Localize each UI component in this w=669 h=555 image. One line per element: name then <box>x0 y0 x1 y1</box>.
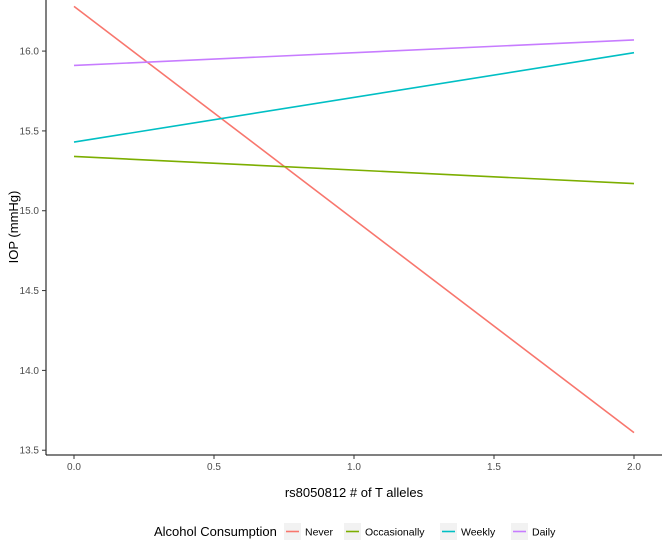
y-axis-ticks: 13.5 14.0 14.5 15.0 15.5 16.0 <box>20 47 46 457</box>
plot-area: 0.0 0.5 1.0 1.5 2.0 13.5 14.0 14.5 15.0 15.5 16.0 <box>20 0 662 473</box>
legend-item-occasionally: Occasionally <box>344 523 425 540</box>
legend: Alcohol Consumption Never Occasionally Wee… <box>154 523 556 540</box>
x-tick-label: 0.0 <box>67 462 81 473</box>
series-line-occasionally <box>73 155 635 185</box>
y-tick-label: 15.0 <box>20 206 40 217</box>
legend-label: Daily <box>532 527 556 539</box>
legend-item-daily: Daily <box>511 523 556 540</box>
x-tick-label: 1.5 <box>487 462 501 473</box>
x-axis-title: rs8050812 # of T alleles <box>285 485 424 500</box>
legend-label: Occasionally <box>365 527 425 539</box>
legend-items: Never Occasionally Weekly Daily <box>284 523 556 540</box>
series-line-daily <box>73 39 635 67</box>
legend-item-never: Never <box>284 523 334 540</box>
series-line-weekly <box>73 51 635 143</box>
series-line-never <box>73 5 635 434</box>
legend-title: Alcohol Consumption <box>154 524 277 539</box>
y-tick-label: 15.5 <box>20 126 40 137</box>
y-axis-title: IOP (mmHg) <box>6 191 21 264</box>
legend-label: Never <box>305 527 334 539</box>
x-axis-ticks: 0.0 0.5 1.0 1.5 2.0 <box>67 455 641 473</box>
x-tick-label: 2.0 <box>627 462 641 473</box>
legend-item-weekly: Weekly <box>440 523 496 540</box>
y-tick-label: 14.5 <box>20 286 40 297</box>
x-tick-label: 0.5 <box>207 462 221 473</box>
legend-label: Weekly <box>461 527 496 539</box>
y-tick-label: 14.0 <box>20 366 40 377</box>
y-tick-label: 16.0 <box>20 47 40 58</box>
x-tick-label: 1.0 <box>347 462 361 473</box>
series-lines <box>73 5 635 434</box>
y-tick-label: 13.5 <box>20 446 40 457</box>
